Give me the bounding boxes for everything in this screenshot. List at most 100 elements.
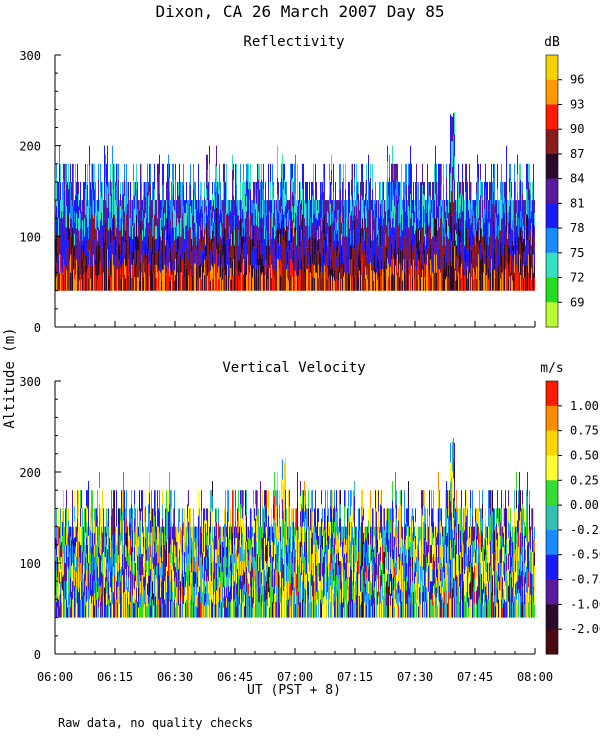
data-cell [431, 264, 432, 278]
data-cell [443, 163, 444, 185]
data-cell [321, 218, 322, 231]
data-cell [333, 248, 334, 263]
data-cell [293, 209, 294, 223]
data-cell [260, 218, 261, 237]
data-cell [212, 541, 213, 557]
data-cell [498, 200, 499, 214]
data-cell [56, 248, 57, 263]
data-cell [110, 195, 111, 212]
data-cell [534, 225, 535, 239]
data-cell [242, 263, 243, 278]
data-cell [515, 236, 516, 255]
data-cell [453, 157, 454, 180]
data-cell [160, 526, 161, 537]
data-cell [449, 239, 450, 266]
data-cell [277, 145, 278, 162]
data-cell [418, 259, 419, 276]
data-cell [235, 214, 236, 240]
data-cell [484, 222, 485, 237]
data-cell [275, 585, 276, 602]
data-cell [99, 536, 100, 553]
data-cell [159, 532, 160, 554]
data-cell [193, 163, 194, 190]
data-cell [395, 163, 396, 190]
data-cell [85, 508, 86, 521]
data-cell [139, 200, 140, 211]
data-cell [411, 163, 412, 190]
data-cell [57, 567, 58, 578]
data-cell [290, 259, 291, 275]
data-cell [178, 581, 179, 594]
data-cell [56, 508, 57, 524]
data-cell [258, 211, 259, 228]
data-cell [78, 242, 79, 255]
data-cell [520, 274, 521, 291]
data-cell [412, 213, 413, 226]
data-cell [298, 230, 299, 246]
data-cell [104, 602, 105, 618]
data-cell [207, 563, 208, 577]
data-cell [105, 536, 106, 547]
data-cell [399, 277, 400, 291]
data-cell [146, 583, 147, 595]
data-cell [504, 244, 505, 260]
data-cell [513, 275, 514, 291]
data-cell [309, 236, 310, 255]
data-cell [533, 236, 534, 255]
data-cell [219, 265, 220, 291]
data-cell [238, 275, 239, 291]
data-cell [257, 506, 258, 523]
data-cell [71, 272, 72, 291]
data-cell [146, 236, 147, 255]
data-cell [202, 251, 203, 265]
data-cell [259, 265, 260, 291]
data-cell [250, 570, 251, 587]
data-cell [94, 214, 95, 240]
data-cell [219, 214, 220, 240]
data-cell [273, 259, 274, 276]
data-cell [198, 566, 199, 593]
data-cell [81, 222, 82, 235]
data-cell [122, 195, 123, 210]
data-cell [222, 602, 223, 618]
data-cell [166, 181, 167, 201]
data-cell [284, 274, 285, 291]
data-cell [477, 268, 478, 291]
data-cell [178, 569, 179, 582]
data-cell [387, 145, 388, 162]
data-cell [534, 200, 535, 214]
data-cell [209, 563, 210, 582]
data-cell [167, 265, 168, 291]
data-cell [169, 262, 170, 277]
data-cell [528, 272, 529, 291]
data-cell [167, 602, 168, 618]
data-cell [527, 163, 528, 190]
data-cell [202, 213, 203, 226]
data-cell [411, 189, 412, 215]
data-cell [206, 508, 207, 521]
data-cell [422, 248, 423, 270]
data-cell [478, 200, 479, 219]
data-cell [182, 275, 183, 291]
data-cell [328, 213, 329, 226]
data-cell [93, 563, 94, 582]
data-cell [296, 215, 297, 231]
data-cell [166, 566, 167, 593]
data-cell [69, 275, 70, 291]
data-cell [166, 515, 167, 542]
data-cell [368, 209, 369, 237]
data-cell [117, 227, 118, 249]
data-cell [266, 526, 267, 545]
data-cell [184, 552, 185, 574]
data-cell [205, 586, 206, 602]
data-cell [276, 230, 277, 241]
data-cell [213, 583, 214, 595]
data-cell [101, 244, 102, 260]
data-cell [265, 181, 266, 198]
data-cell [358, 181, 359, 195]
data-cell [434, 236, 435, 255]
data-cell [415, 194, 416, 207]
data-cell [250, 524, 251, 540]
data-cell [385, 279, 386, 291]
data-cell [108, 599, 109, 618]
